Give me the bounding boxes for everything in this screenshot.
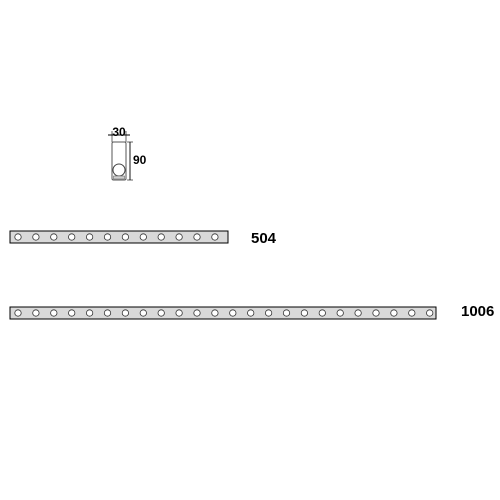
profile-lens: [112, 163, 126, 177]
led-dot: [372, 309, 380, 317]
led-dot: [211, 309, 219, 317]
height-label: 90: [133, 153, 147, 167]
profile-clip: [113, 175, 125, 180]
led-dot: [229, 309, 237, 317]
width-label: 30: [112, 125, 126, 139]
led-dot: [86, 309, 94, 317]
led-dot: [103, 309, 112, 317]
led-dot: [68, 233, 76, 241]
fixture-length-label: 504: [251, 230, 277, 247]
fixture-504: 504: [9, 230, 277, 247]
led-dot: [14, 233, 22, 241]
led-dot: [175, 309, 183, 317]
led-dot: [157, 309, 165, 317]
led-dot: [32, 309, 40, 317]
led-dot: [139, 233, 147, 241]
led-dot: [175, 233, 183, 241]
led-dot: [426, 309, 434, 317]
fixture-body: [9, 306, 437, 320]
led-dot: [318, 309, 326, 317]
led-dot: [390, 309, 398, 317]
led-dot: [408, 309, 416, 317]
led-dot: [32, 233, 40, 241]
led-dot: [247, 309, 255, 317]
led-dot: [50, 233, 58, 241]
led-dot: [121, 309, 130, 317]
led-dot: [14, 309, 22, 317]
led-dot: [264, 309, 273, 317]
cross-section-view: 30 90: [108, 125, 147, 181]
led-dot: [139, 309, 147, 317]
led-dot: [193, 233, 201, 241]
led-dot: [282, 309, 291, 317]
led-dot: [103, 233, 112, 241]
led-dot: [68, 309, 76, 317]
led-row: [14, 233, 219, 241]
led-dot: [300, 309, 308, 317]
led-dot: [354, 309, 362, 317]
led-dot: [86, 233, 94, 241]
led-dot: [121, 233, 130, 241]
led-row: [14, 309, 434, 317]
fixture-length-label: 1006: [461, 303, 494, 320]
fixture-1006: 1006: [9, 303, 494, 320]
led-dot: [50, 309, 58, 317]
led-dot: [336, 309, 344, 317]
fixture-body: [9, 230, 229, 244]
led-dot: [211, 233, 219, 241]
led-dot: [157, 233, 165, 241]
led-dot: [193, 309, 201, 317]
